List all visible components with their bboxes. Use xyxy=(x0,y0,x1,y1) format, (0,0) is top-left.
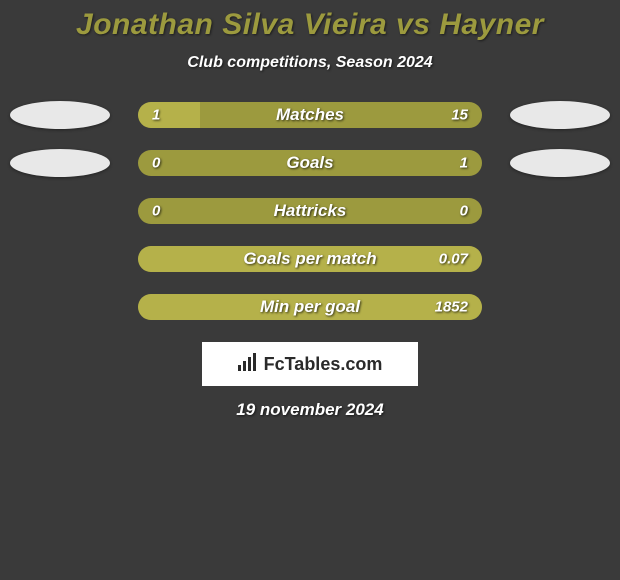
comparison-row: 0 Hattricks 0 xyxy=(0,198,620,224)
chart-icon xyxy=(238,353,258,376)
avatar-placeholder xyxy=(10,293,110,321)
avatar-placeholder xyxy=(510,197,610,225)
avatar-placeholder xyxy=(10,245,110,273)
subtitle: Club competitions, Season 2024 xyxy=(0,54,620,72)
avatar-placeholder xyxy=(10,197,110,225)
player-right-avatar xyxy=(510,101,610,129)
comparison-bars: 1 Matches 15 0 Goals 1 0 Hattricks 0 Goals per ma… xyxy=(0,102,620,320)
stat-label: Min per goal xyxy=(260,297,360,317)
stat-left-value: 0 xyxy=(152,155,160,172)
date-label: 19 november 2024 xyxy=(0,400,620,420)
stat-label: Goals per match xyxy=(243,249,376,269)
brand-text: FcTables.com xyxy=(264,354,383,375)
stat-bar-fill xyxy=(138,102,200,128)
comparison-row: 1 Matches 15 xyxy=(0,102,620,128)
stat-bar: Min per goal 1852 xyxy=(138,294,482,320)
brand-box[interactable]: FcTables.com xyxy=(202,342,418,386)
stat-bar: 0 Goals 1 xyxy=(138,150,482,176)
player-right-avatar xyxy=(510,149,610,177)
stat-right-value: 15 xyxy=(451,107,468,124)
comparison-row: Min per goal 1852 xyxy=(0,294,620,320)
avatar-placeholder xyxy=(510,245,610,273)
stat-label: Hattricks xyxy=(274,201,347,221)
comparison-row: Goals per match 0.07 xyxy=(0,246,620,272)
stat-bar: 0 Hattricks 0 xyxy=(138,198,482,224)
stat-label: Matches xyxy=(276,105,344,125)
stat-right-value: 1 xyxy=(460,155,468,172)
avatar-placeholder xyxy=(510,293,610,321)
player-left-avatar xyxy=(10,149,110,177)
stat-bar: 1 Matches 15 xyxy=(138,102,482,128)
player-left-avatar xyxy=(10,101,110,129)
stat-left-value: 0 xyxy=(152,203,160,220)
stat-right-value: 0.07 xyxy=(439,251,468,268)
stat-right-value: 0 xyxy=(460,203,468,220)
stat-left-value: 1 xyxy=(152,107,160,124)
stat-bar: Goals per match 0.07 xyxy=(138,246,482,272)
comparison-row: 0 Goals 1 xyxy=(0,150,620,176)
page-title: Jonathan Silva Vieira vs Hayner xyxy=(0,8,620,42)
stat-label: Goals xyxy=(286,153,333,173)
stat-right-value: 1852 xyxy=(435,299,468,316)
